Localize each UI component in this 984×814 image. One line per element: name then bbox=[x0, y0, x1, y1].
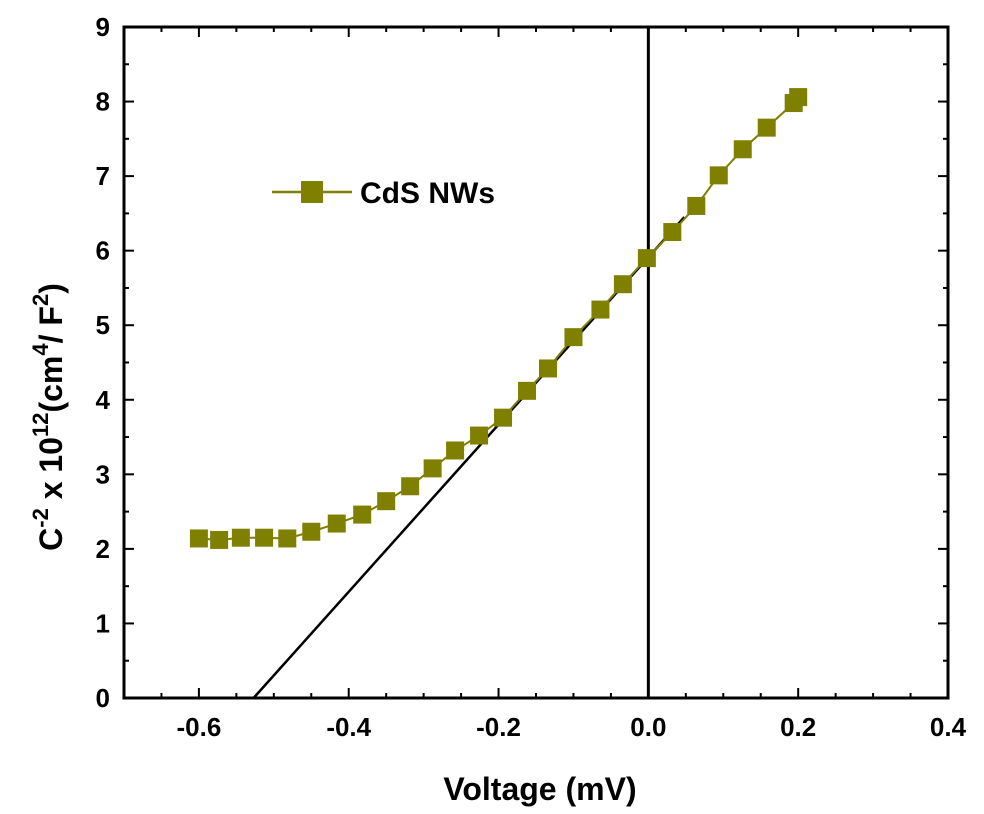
data-point bbox=[377, 492, 396, 511]
y-title-unit-sup2: 2 bbox=[28, 294, 53, 306]
y-tick-label: 7 bbox=[96, 161, 110, 191]
x-axis-title: Voltage (mV) bbox=[443, 771, 636, 807]
y-axis-title: C-2 x 1012(cm4/ F2) bbox=[28, 283, 69, 551]
y-tick-label: 0 bbox=[96, 683, 110, 713]
data-point bbox=[757, 118, 776, 137]
data-point bbox=[709, 166, 728, 185]
y-tick-label: 6 bbox=[96, 236, 110, 266]
chart-lines bbox=[198, 27, 799, 699]
x-tick-label: -0.6 bbox=[177, 712, 222, 742]
data-point bbox=[637, 249, 656, 268]
data-point bbox=[189, 529, 208, 548]
y-tick-label: 1 bbox=[96, 608, 110, 638]
plot-frame bbox=[122, 25, 950, 700]
y-tick-label: 9 bbox=[96, 12, 110, 42]
y-title-unit-open: (cm bbox=[33, 356, 69, 413]
y-axis-ticks: 0 1 2 3 4 5 6 7 8 9 bbox=[96, 12, 948, 713]
y-tick-label: 3 bbox=[96, 459, 110, 489]
data-point bbox=[591, 300, 610, 319]
data-point bbox=[401, 477, 420, 496]
data-point bbox=[494, 408, 513, 427]
data-markers bbox=[189, 88, 808, 549]
plot-border bbox=[122, 25, 950, 700]
data-point bbox=[423, 459, 442, 478]
data-point bbox=[210, 530, 229, 549]
data-point bbox=[613, 275, 632, 294]
x-tick-label: -0.2 bbox=[476, 712, 521, 742]
data-point bbox=[518, 381, 537, 400]
y-tick-label: 8 bbox=[96, 87, 110, 117]
y-title-unit-close: ) bbox=[33, 283, 69, 294]
y-title-unit-mid: / F bbox=[33, 306, 69, 343]
legend: CdS NWs bbox=[272, 177, 495, 210]
y-tick-label: 2 bbox=[96, 534, 110, 564]
data-point bbox=[687, 196, 706, 215]
data-point bbox=[353, 505, 372, 524]
y-title-mid-sup: 12 bbox=[28, 413, 53, 437]
data-point bbox=[255, 528, 274, 547]
y-tick-label: 5 bbox=[96, 310, 110, 340]
data-point bbox=[789, 88, 808, 107]
x-tick-label: 0.2 bbox=[780, 712, 816, 742]
legend-label: CdS NWs bbox=[360, 177, 495, 210]
x-axis-ticks: -0.6 -0.4 -0.2 0.0 0.2 0.4 bbox=[123, 27, 967, 742]
data-point bbox=[733, 140, 752, 159]
data-point bbox=[663, 223, 682, 242]
y-title-base-sup: -2 bbox=[28, 508, 53, 528]
data-point bbox=[470, 426, 489, 445]
y-tick-label: 4 bbox=[96, 385, 111, 415]
data-point bbox=[446, 441, 465, 460]
legend-marker bbox=[301, 181, 323, 203]
data-point bbox=[327, 514, 346, 533]
y-title-mid: x 10 bbox=[33, 437, 69, 508]
data-point bbox=[231, 528, 250, 547]
y-title-base: C bbox=[33, 528, 69, 551]
data-point bbox=[302, 522, 321, 541]
x-tick-label: 0.4 bbox=[930, 712, 967, 742]
x-tick-label: 0.0 bbox=[630, 712, 666, 742]
data-point bbox=[538, 359, 557, 378]
data-point bbox=[564, 328, 583, 347]
data-point bbox=[278, 529, 297, 548]
y-title-unit-sup: 4 bbox=[28, 343, 53, 356]
x-tick-label: -0.4 bbox=[326, 712, 371, 742]
series-line bbox=[198, 96, 799, 541]
